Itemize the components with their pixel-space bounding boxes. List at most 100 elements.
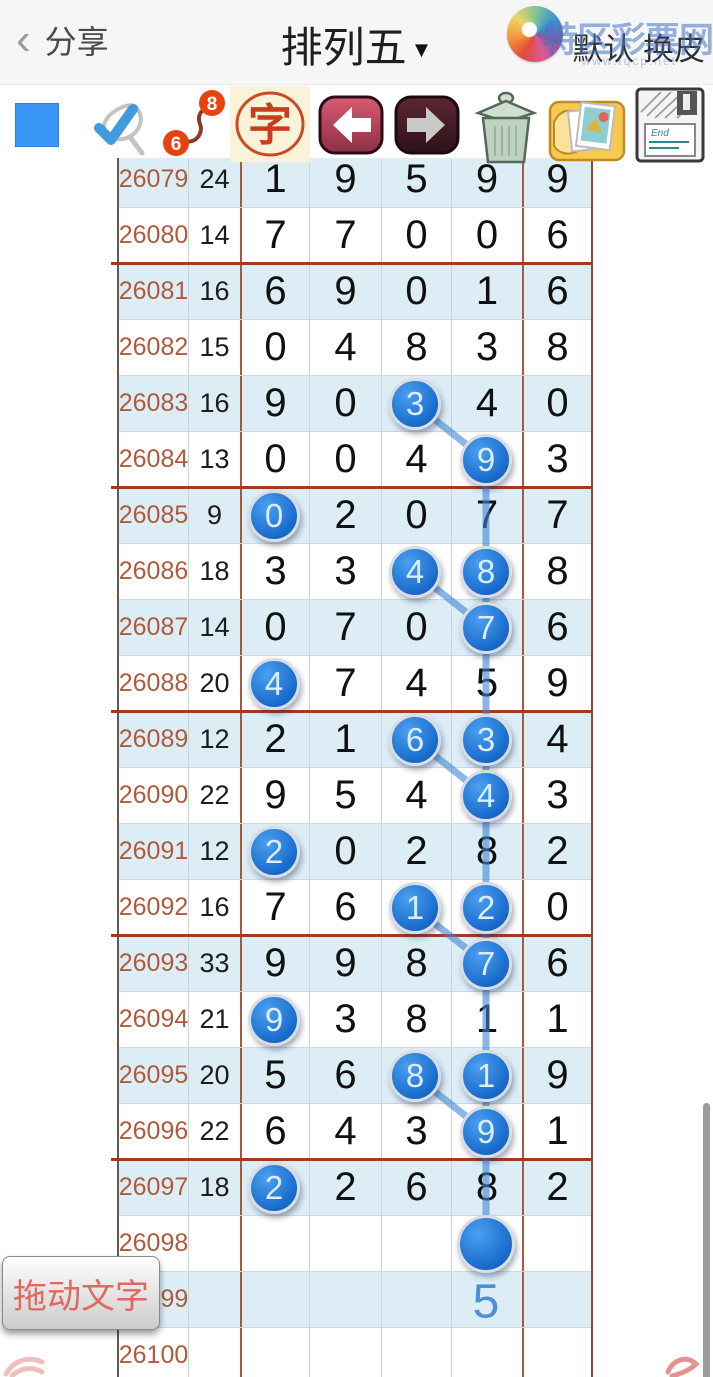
digit-cell[interactable]: 9 — [242, 936, 310, 991]
digit-cell[interactable]: 3 — [242, 544, 310, 599]
circled-digit-marker[interactable]: 7 — [460, 938, 512, 990]
digit-cell[interactable]: 6 — [382, 1160, 452, 1215]
digit-cell[interactable]: 7 — [452, 600, 524, 655]
digit-cell[interactable]: 7 — [242, 208, 310, 263]
digit-cell[interactable]: 7 — [310, 600, 382, 655]
digit-cell[interactable]: 0 — [382, 488, 452, 543]
digit-cell[interactable]: 0 — [310, 376, 382, 431]
digit-cell[interactable] — [242, 1328, 310, 1377]
digit-cell[interactable] — [524, 1328, 591, 1377]
digit-cell[interactable]: 5 — [310, 768, 382, 823]
digit-cell[interactable]: 7 — [546, 493, 569, 537]
text-tool-button[interactable]: 字 — [230, 86, 310, 162]
line-tool-button[interactable]: 8 6 — [158, 88, 232, 167]
circled-digit-marker[interactable]: 4 — [460, 770, 512, 822]
digit-cell[interactable]: 6 — [546, 269, 569, 313]
digit-cell[interactable]: 4 — [546, 717, 569, 761]
digit-cell[interactable]: 1 — [452, 992, 524, 1047]
circled-digit-marker[interactable]: 2 — [460, 882, 512, 934]
digit-cell[interactable]: 7 — [310, 208, 382, 263]
digit-cell[interactable]: 8 — [546, 325, 569, 369]
digit-cell[interactable] — [310, 1272, 382, 1327]
digit-cell[interactable]: 0 — [310, 432, 382, 487]
digit-cell[interactable] — [524, 1272, 591, 1327]
digit-cell[interactable] — [452, 1272, 524, 1327]
skin-switch-button[interactable]: 默认 换皮 — [572, 32, 705, 67]
digit-cell[interactable]: 8 — [452, 824, 524, 879]
circled-digit-marker[interactable]: 6 — [389, 714, 441, 766]
digit-cell[interactable]: 0 — [546, 885, 569, 929]
digit-cell[interactable]: 3 — [310, 544, 382, 599]
digit-cell[interactable] — [382, 1216, 452, 1271]
digit-cell[interactable]: 9 — [310, 152, 382, 207]
digit-cell[interactable]: 2 — [382, 824, 452, 879]
digit-cell[interactable]: 9 — [310, 264, 382, 319]
undo-button[interactable] — [317, 94, 385, 161]
digit-cell[interactable] — [310, 1216, 382, 1271]
digit-cell[interactable]: 4 — [452, 768, 524, 823]
digit-cell[interactable]: 7 — [452, 936, 524, 991]
digit-cell[interactable]: 0 — [382, 600, 452, 655]
digit-cell[interactable]: 9 — [452, 152, 524, 207]
digit-cell[interactable]: 4 — [310, 320, 382, 375]
digit-cell[interactable]: 4 — [382, 768, 452, 823]
digit-cell[interactable]: 8 — [546, 549, 569, 593]
digit-cell[interactable]: 2 — [242, 824, 310, 879]
circled-digit-marker[interactable]: 9 — [460, 1106, 512, 1158]
digit-cell[interactable]: 7 — [452, 488, 524, 543]
digit-cell[interactable]: 0 — [546, 381, 569, 425]
circled-digit-marker[interactable]: 0 — [248, 490, 300, 542]
digit-cell[interactable]: 1 — [452, 1048, 524, 1103]
digit-cell[interactable]: 4 — [382, 432, 452, 487]
digit-cell[interactable]: 2 — [310, 1160, 382, 1215]
color-swatch-button[interactable] — [15, 103, 59, 147]
digit-cell[interactable]: 9 — [546, 1053, 569, 1097]
digit-cell[interactable] — [452, 1328, 524, 1377]
digit-cell[interactable]: 8 — [382, 320, 452, 375]
digit-cell[interactable]: 5 — [452, 656, 524, 711]
digit-cell[interactable] — [524, 1216, 591, 1271]
circled-digit-marker[interactable]: 7 — [460, 602, 512, 654]
digit-cell[interactable]: 4 — [242, 656, 310, 711]
digit-cell[interactable]: 4 — [452, 376, 524, 431]
digit-cell[interactable]: 2 — [546, 1165, 569, 1209]
digit-cell[interactable]: 1 — [546, 997, 569, 1041]
digit-cell[interactable] — [310, 1328, 382, 1377]
digit-cell[interactable] — [452, 1216, 524, 1271]
digit-cell[interactable]: 9 — [546, 661, 569, 705]
digit-cell[interactable]: 7 — [310, 656, 382, 711]
gallery-button[interactable] — [546, 92, 628, 169]
circled-digit-marker[interactable]: 1 — [389, 882, 441, 934]
digit-cell[interactable]: 0 — [242, 320, 310, 375]
digit-cell[interactable]: 0 — [382, 264, 452, 319]
digit-cell[interactable]: 0 — [382, 208, 452, 263]
digit-cell[interactable]: 1 — [242, 152, 310, 207]
digit-cell[interactable]: 0 — [242, 432, 310, 487]
floating-digit[interactable]: 5 — [472, 1275, 500, 1329]
drag-text-button[interactable]: 拖动文字 — [2, 1256, 160, 1330]
back-button[interactable]: ‹ 分享 — [16, 14, 109, 66]
digit-cell[interactable]: 1 — [452, 264, 524, 319]
circled-digit-marker[interactable]: 8 — [460, 546, 512, 598]
digit-cell[interactable]: 7 — [242, 880, 310, 935]
digit-cell[interactable]: 6 — [242, 264, 310, 319]
digit-cell[interactable]: 0 — [452, 208, 524, 263]
digit-cell[interactable]: 3 — [310, 992, 382, 1047]
digit-cell[interactable]: 0 — [242, 600, 310, 655]
digit-cell[interactable] — [242, 1216, 310, 1271]
digit-cell[interactable]: 3 — [382, 1104, 452, 1159]
circled-digit-marker[interactable]: 3 — [389, 378, 441, 430]
digit-cell[interactable]: 9 — [546, 157, 569, 201]
digit-cell[interactable]: 6 — [546, 605, 569, 649]
save-button[interactable]: End — [631, 84, 711, 171]
circled-digit-marker[interactable]: 4 — [248, 658, 300, 710]
digit-cell[interactable]: 6 — [242, 1104, 310, 1159]
digit-cell[interactable]: 5 — [242, 1048, 310, 1103]
redo-button[interactable] — [393, 94, 461, 161]
digit-cell[interactable]: 3 — [452, 320, 524, 375]
digit-cell[interactable]: 9 — [242, 376, 310, 431]
check-tool-button[interactable] — [85, 92, 151, 163]
delete-button[interactable] — [468, 86, 544, 171]
digit-cell[interactable]: 2 — [310, 488, 382, 543]
digit-cell[interactable]: 5 — [382, 152, 452, 207]
